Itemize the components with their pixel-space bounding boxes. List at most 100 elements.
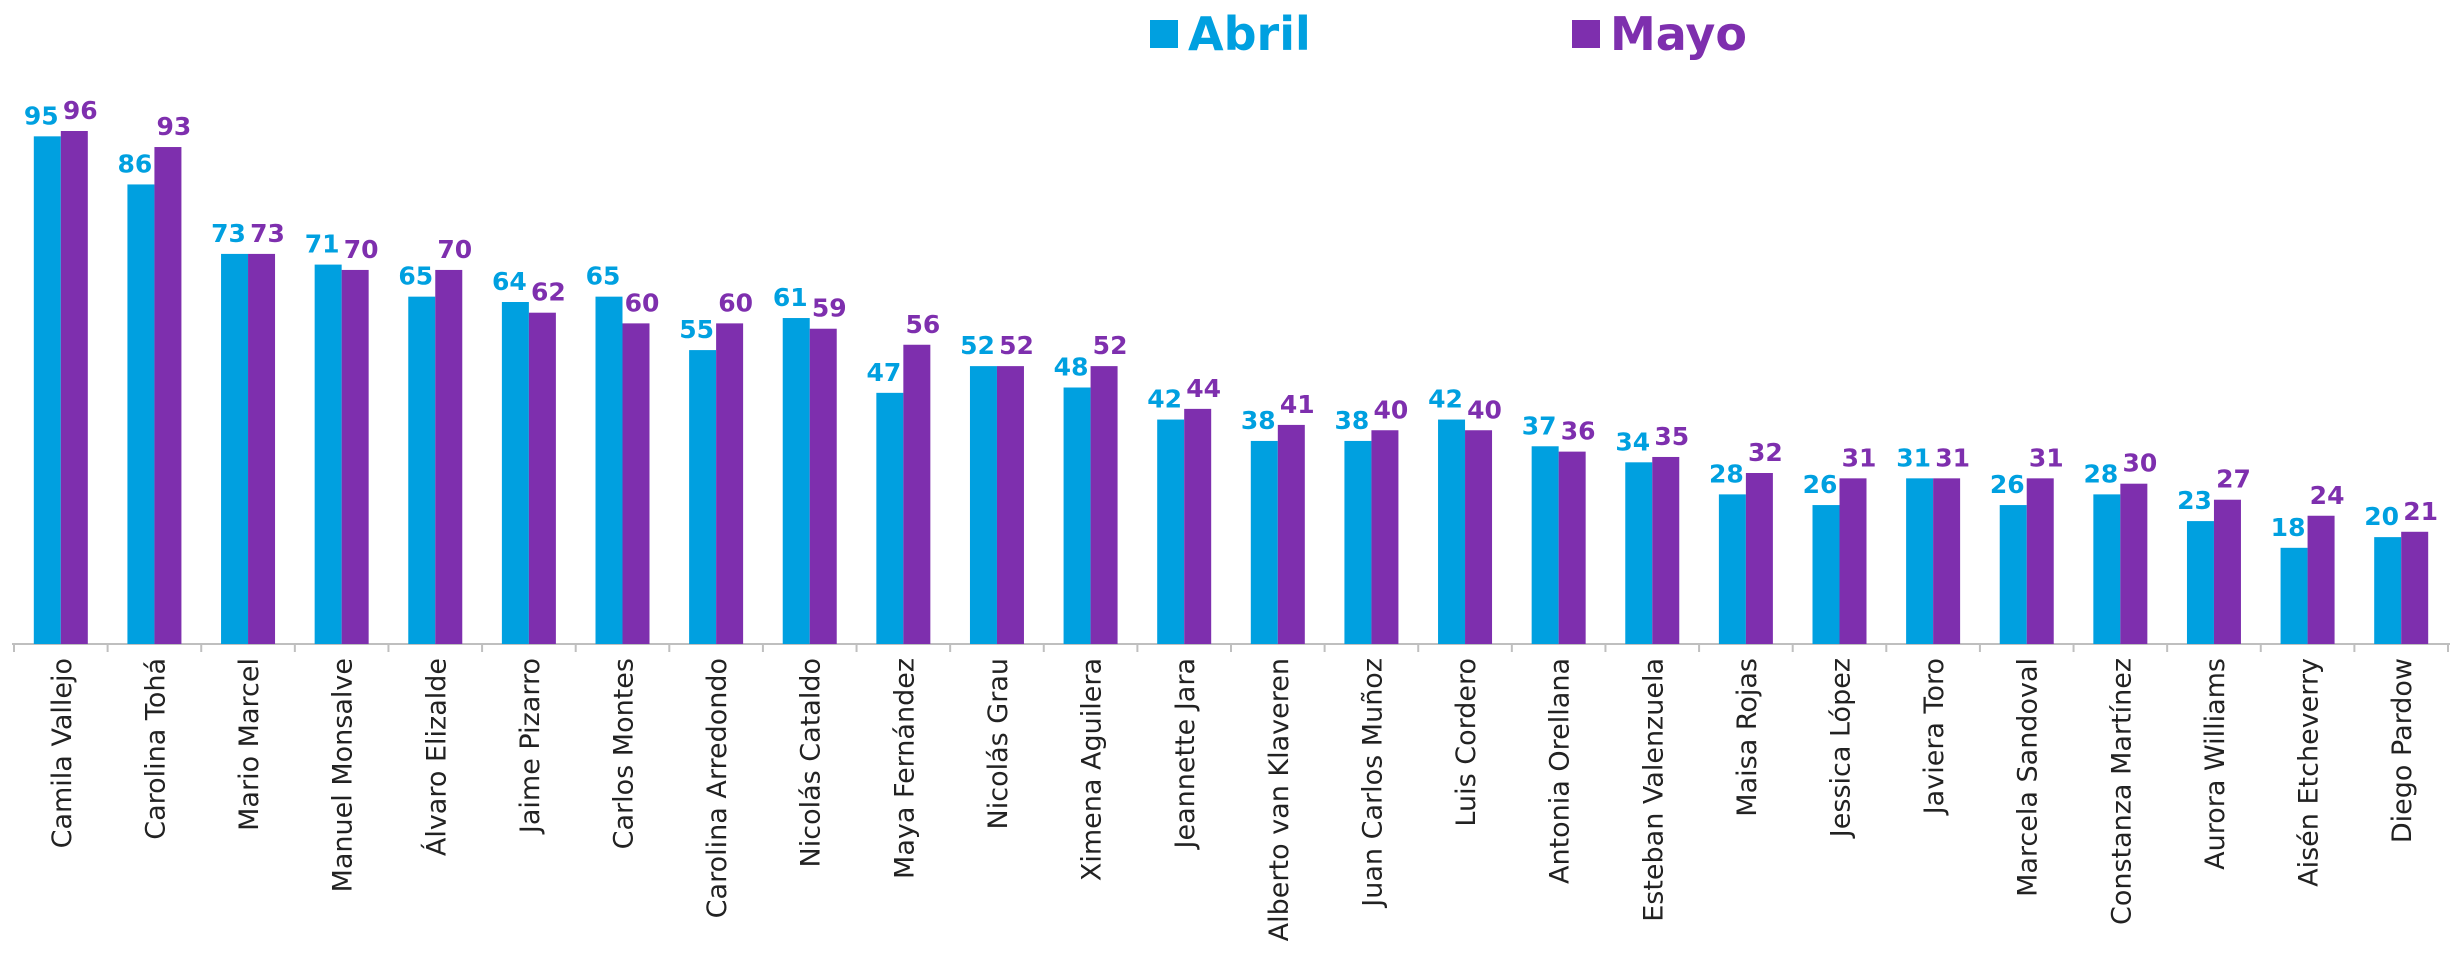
legend-swatch: [1572, 20, 1600, 48]
legend-label: Mayo: [1610, 7, 1747, 61]
data-label: 38: [1335, 406, 1370, 435]
x-tick-label: Antonia Orellana: [1545, 658, 1576, 884]
bar: [782, 318, 810, 644]
data-label: 40: [1374, 395, 1409, 424]
data-label: 35: [1654, 422, 1689, 451]
data-label: 55: [679, 315, 714, 344]
bar: [716, 323, 744, 644]
x-tick-label: Luis Cordero: [1451, 658, 1482, 827]
x-tick-label: Nicolás Cataldo: [796, 658, 827, 867]
data-label: 30: [2122, 449, 2157, 478]
bar: [1625, 462, 1653, 644]
data-label: 36: [1561, 417, 1596, 446]
bar: [903, 344, 931, 644]
bar: [408, 296, 436, 644]
bar: [341, 269, 369, 644]
bar: [1906, 478, 1934, 644]
data-label: 38: [1241, 406, 1276, 435]
data-label: 28: [2083, 459, 2118, 488]
data-label: 52: [1093, 331, 1128, 360]
data-label: 86: [118, 149, 153, 178]
bar: [2186, 521, 2214, 644]
x-tick-label: Jeannette Jara: [1170, 658, 1201, 850]
x-tick-label: Jaime Pizarro: [515, 658, 546, 835]
x-tick-label: Constanza Martínez: [2106, 658, 2137, 925]
x-tick-label: Alberto van Klaveren: [1264, 658, 1295, 941]
data-label: 62: [531, 278, 566, 307]
data-label: 20: [2364, 502, 2399, 531]
bar: [1558, 451, 1586, 644]
data-label: 93: [157, 112, 192, 141]
bar: [1438, 419, 1466, 644]
data-label: 60: [625, 288, 660, 317]
data-label: 42: [1147, 385, 1182, 414]
x-tick-label: Carolina Arredondo: [702, 658, 733, 918]
data-label: 28: [1709, 459, 1744, 488]
x-tick-label: Maya Fernández: [889, 658, 920, 879]
bar: [1718, 494, 1746, 644]
data-label: 70: [344, 235, 379, 264]
data-label: 56: [905, 310, 940, 339]
bar: [996, 366, 1024, 644]
bar: [1812, 505, 1840, 644]
x-tick-label: Mario Marcel: [234, 658, 265, 831]
data-label: 26: [1990, 470, 2025, 499]
x-tick-label: Álvaro Elizalde: [420, 658, 452, 856]
bar: [1184, 408, 1212, 644]
bar: [595, 296, 623, 644]
bar: [1652, 456, 1680, 644]
bar: [1344, 440, 1372, 644]
data-label: 95: [24, 101, 59, 130]
data-label: 48: [1054, 353, 1089, 382]
bar: [1933, 478, 1961, 644]
x-tick-label: Manuel Monsalve: [328, 658, 359, 892]
data-label: 52: [960, 331, 995, 360]
bar: [248, 253, 276, 644]
bar: [1839, 478, 1867, 644]
data-label: 73: [250, 219, 285, 248]
bar: [2120, 483, 2148, 644]
data-label: 31: [2029, 443, 2064, 472]
data-label: 26: [1803, 470, 1838, 499]
data-label: 61: [773, 283, 808, 312]
bar: [2374, 537, 2402, 644]
legend-label: Abril: [1188, 7, 1311, 61]
bar: [1465, 430, 1493, 644]
bar: [1371, 430, 1399, 644]
bar: [1531, 446, 1559, 644]
x-tick-label: Aurora Williams: [2200, 658, 2231, 870]
bar: [2280, 547, 2308, 644]
x-tick-label: Juan Carlos Muñoz: [1357, 658, 1388, 909]
x-tick-label: Carlos Montes: [609, 658, 640, 849]
x-tick-label: Ximena Aguilera: [1077, 658, 1108, 881]
bar: [809, 328, 837, 644]
data-label: 52: [999, 331, 1034, 360]
x-tick-label: Diego Pardow: [2387, 658, 2418, 843]
data-label: 24: [2310, 481, 2345, 510]
data-label: 73: [211, 219, 246, 248]
bar: [501, 302, 529, 644]
x-tick-label: Carolina Tohá: [140, 658, 171, 840]
data-label: 31: [1896, 443, 1931, 472]
data-label: 34: [1615, 427, 1650, 456]
x-tick-label: Nicolás Grau: [983, 658, 1014, 829]
x-tick-label: Aisén Etcheverry: [2294, 658, 2325, 887]
x-tick-label: Marcela Sandoval: [2013, 658, 2044, 897]
bar: [314, 264, 342, 644]
data-label: 40: [1467, 395, 1502, 424]
data-label: 31: [1842, 443, 1877, 472]
data-label: 96: [63, 96, 98, 125]
data-label: 60: [718, 288, 753, 317]
bar: [60, 131, 88, 644]
data-label: 42: [1428, 385, 1463, 414]
bar: [622, 323, 650, 644]
data-label: 70: [437, 235, 472, 264]
data-label: 71: [305, 230, 340, 259]
bar: [2026, 478, 2054, 644]
data-label: 32: [1748, 438, 1783, 467]
bar: [2213, 499, 2241, 644]
x-tick-label: Maisa Rojas: [1732, 658, 1763, 817]
bar: [33, 136, 61, 644]
